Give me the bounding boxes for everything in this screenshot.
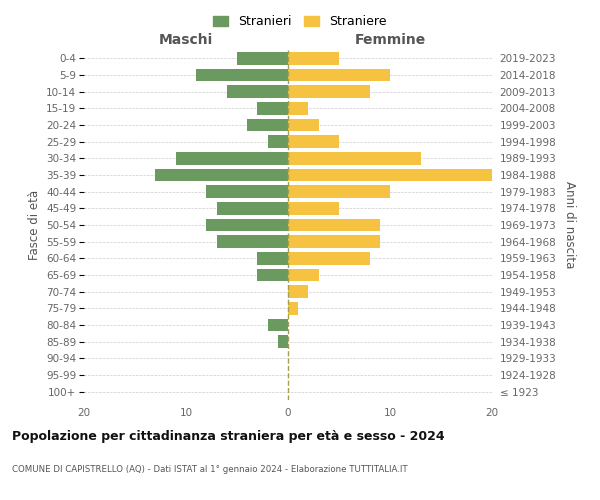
- Bar: [278, 336, 288, 348]
- Bar: [257, 269, 288, 281]
- Bar: [227, 86, 288, 98]
- Bar: [288, 186, 390, 198]
- Bar: [288, 236, 380, 248]
- Bar: [196, 69, 288, 82]
- Bar: [288, 86, 370, 98]
- Bar: [237, 52, 288, 64]
- Text: Popolazione per cittadinanza straniera per età e sesso - 2024: Popolazione per cittadinanza straniera p…: [12, 430, 445, 443]
- Bar: [288, 286, 308, 298]
- Bar: [217, 236, 288, 248]
- Bar: [288, 269, 319, 281]
- Bar: [288, 302, 298, 314]
- Bar: [206, 219, 288, 231]
- Bar: [288, 119, 319, 132]
- Y-axis label: Anni di nascita: Anni di nascita: [563, 182, 577, 268]
- Bar: [288, 69, 390, 82]
- Text: COMUNE DI CAPISTRELLO (AQ) - Dati ISTAT al 1° gennaio 2024 - Elaborazione TUTTIT: COMUNE DI CAPISTRELLO (AQ) - Dati ISTAT …: [12, 465, 407, 474]
- Bar: [288, 102, 308, 115]
- Bar: [247, 119, 288, 132]
- Bar: [288, 169, 492, 181]
- Y-axis label: Fasce di età: Fasce di età: [28, 190, 41, 260]
- Bar: [257, 102, 288, 115]
- Bar: [217, 202, 288, 214]
- Bar: [288, 136, 339, 148]
- Bar: [268, 319, 288, 331]
- Bar: [288, 252, 370, 264]
- Bar: [288, 52, 339, 64]
- Bar: [206, 186, 288, 198]
- Text: Maschi: Maschi: [159, 32, 213, 46]
- Bar: [268, 136, 288, 148]
- Legend: Stranieri, Straniere: Stranieri, Straniere: [209, 11, 391, 32]
- Bar: [288, 202, 339, 214]
- Bar: [176, 152, 288, 164]
- Bar: [288, 152, 421, 164]
- Bar: [288, 219, 380, 231]
- Bar: [155, 169, 288, 181]
- Text: Femmine: Femmine: [355, 32, 425, 46]
- Bar: [257, 252, 288, 264]
